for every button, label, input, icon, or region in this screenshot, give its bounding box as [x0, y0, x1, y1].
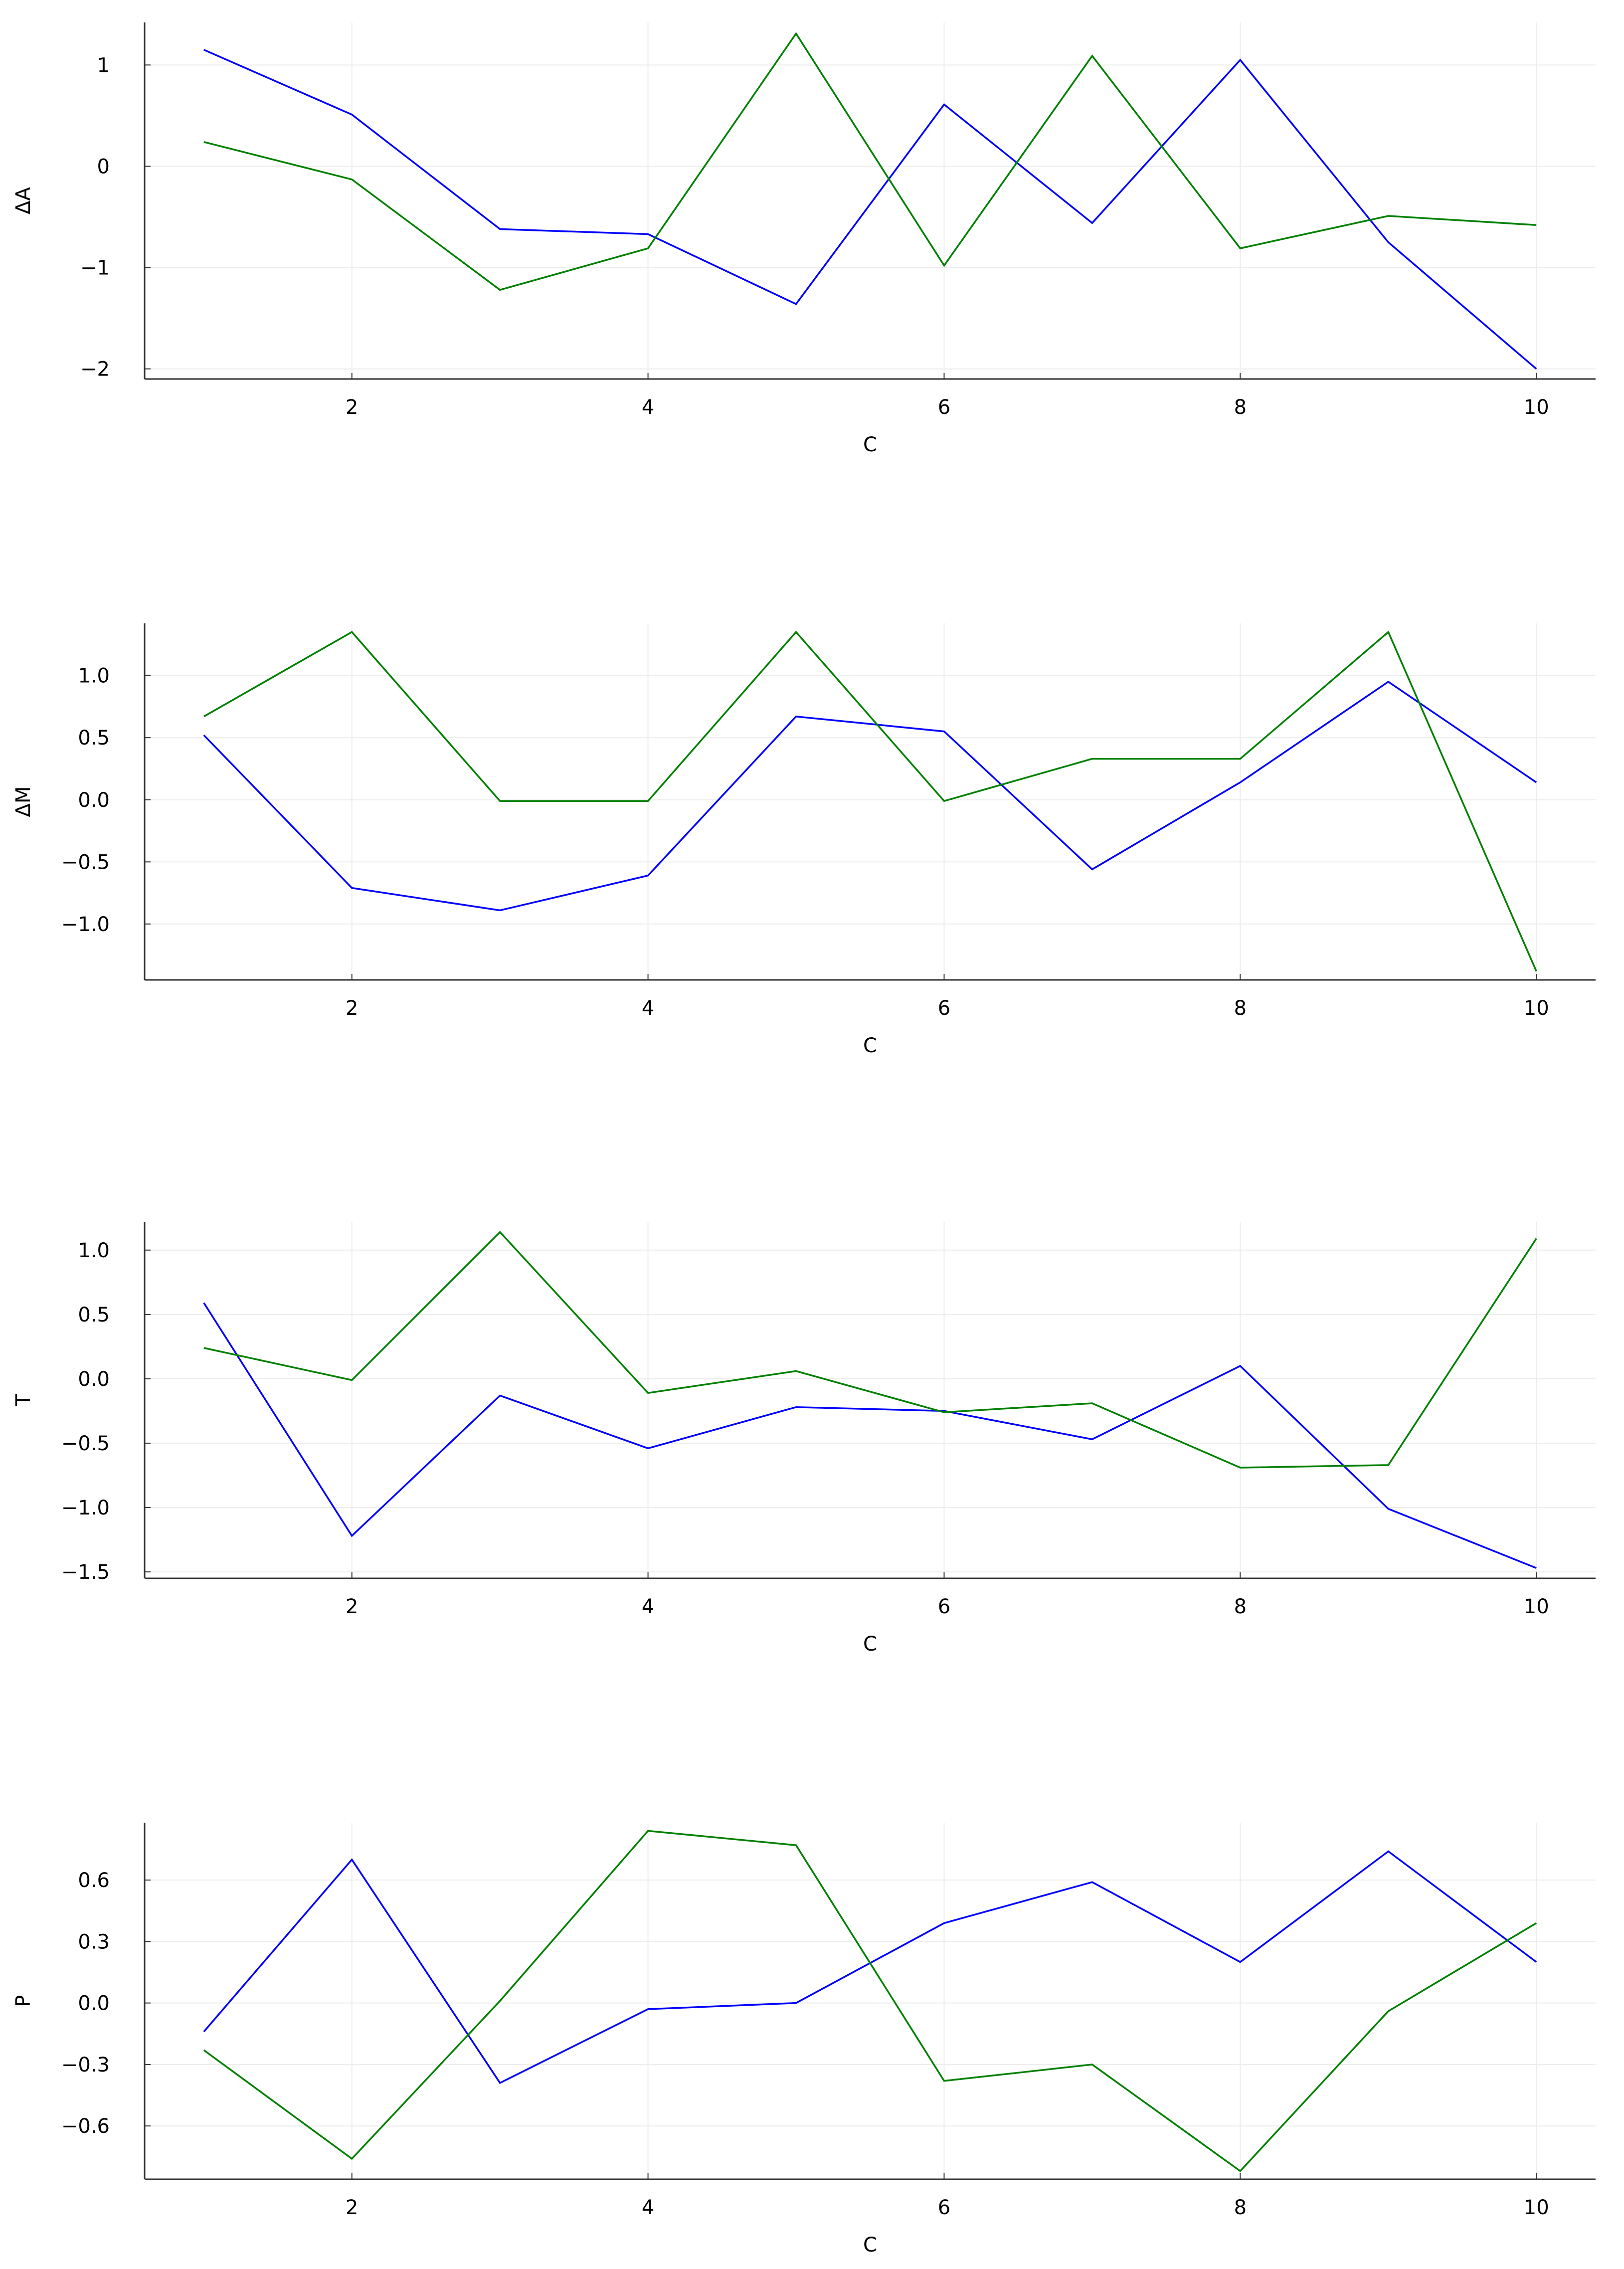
- x-tick-label: 2: [346, 396, 358, 419]
- x-tick-label: 6: [938, 2196, 950, 2219]
- x-tick-label: 4: [642, 1595, 654, 1618]
- series-line-series-green: [203, 1830, 1537, 2172]
- x-tick-label: 4: [642, 2196, 654, 2219]
- x-tick-label: 8: [1234, 997, 1247, 1020]
- x-tick-label: 10: [1524, 997, 1549, 1020]
- y-tick-label: 0.3: [78, 1930, 110, 1953]
- x-tick-label: 6: [938, 1595, 950, 1618]
- series-line-series-green: [203, 32, 1537, 291]
- series-line-series-blue: [203, 49, 1537, 370]
- y-tick-label: −1.0: [61, 913, 110, 936]
- x-tick-label: 2: [346, 997, 358, 1020]
- x-axis-label: C: [863, 1034, 877, 1057]
- x-axis-label: C: [863, 433, 877, 456]
- y-tick-label: 0.0: [78, 1992, 110, 2015]
- y-tick-label: −0.5: [61, 851, 110, 874]
- y-tick-label: 0.0: [78, 789, 110, 812]
- y-tick-label: −1.0: [61, 1497, 110, 1519]
- y-tick-label: 0.5: [78, 727, 110, 750]
- y-tick-label: −0.5: [61, 1432, 110, 1455]
- y-axis-label: ΔA: [12, 187, 35, 214]
- y-tick-label: 0: [97, 155, 110, 178]
- x-tick-label: 4: [642, 997, 654, 1020]
- y-axis-label: T: [12, 1394, 35, 1407]
- y-tick-label: 0.5: [78, 1304, 110, 1326]
- series-line-series-green: [203, 630, 1537, 972]
- x-tick-label: 6: [938, 396, 950, 419]
- series-line-series-blue: [203, 1302, 1537, 1569]
- y-tick-label: −1: [80, 257, 110, 280]
- series-line-series-blue: [203, 1850, 1537, 2084]
- x-tick-label: 4: [642, 396, 654, 419]
- x-tick-label: 8: [1234, 396, 1247, 419]
- series-line-series-blue: [203, 680, 1537, 912]
- x-tick-label: 8: [1234, 1595, 1247, 1618]
- y-tick-label: 1.0: [78, 665, 110, 688]
- x-axis-label: C: [863, 1633, 877, 1656]
- x-tick-label: 10: [1524, 2196, 1549, 2219]
- y-tick-label: −0.6: [61, 2115, 110, 2138]
- x-tick-label: 2: [346, 2196, 358, 2219]
- chart-panel-1: 2 4 6 8 10 −2 −1 0 1 C ΔA: [12, 22, 1596, 456]
- y-tick-label: 0.0: [78, 1368, 110, 1391]
- x-tick-label: 8: [1234, 2196, 1247, 2219]
- x-tick-label: 10: [1524, 396, 1549, 419]
- y-tick-label: −2: [80, 358, 110, 381]
- x-tick-label: 2: [346, 1595, 358, 1618]
- chart-panel-2: 2 4 6 8 10 −1.0 −0.5 0.0 0.5 1.0 C ΔM: [12, 623, 1596, 1057]
- x-tick-label: 6: [938, 997, 950, 1020]
- y-tick-label: −1.5: [61, 1561, 110, 1584]
- x-tick-label: 10: [1524, 1595, 1549, 1618]
- x-axis-label: C: [863, 2234, 877, 2257]
- series-line-series-green: [203, 1231, 1537, 1469]
- y-tick-label: 1: [97, 54, 110, 77]
- chart-panel-3: 2 4 6 8 10 −1.5 −1.0 −0.5 0.0 0.5 1.0 C T: [12, 1222, 1596, 1656]
- chart-panel-4: 2 4 6 8 10 −0.6 −0.3 0.0 0.3 0.6 C P: [12, 1823, 1596, 2257]
- y-tick-label: 1.0: [78, 1239, 110, 1262]
- y-tick-label: 0.6: [78, 1869, 110, 1892]
- y-axis-label: P: [12, 1995, 35, 2007]
- y-tick-label: −0.3: [61, 2054, 110, 2077]
- y-axis-label: ΔM: [12, 786, 35, 817]
